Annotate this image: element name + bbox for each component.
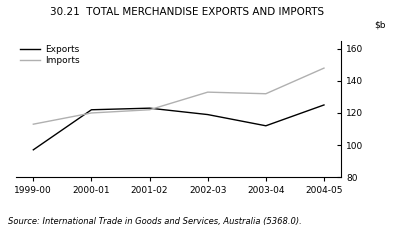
- Text: $b: $b: [374, 21, 386, 30]
- Text: Source: International Trade in Goods and Services, Australia (5368.0).: Source: International Trade in Goods and…: [8, 217, 302, 226]
- Text: 30.21  TOTAL MERCHANDISE EXPORTS AND IMPORTS: 30.21 TOTAL MERCHANDISE EXPORTS AND IMPO…: [50, 7, 324, 17]
- Legend: Exports, Imports: Exports, Imports: [20, 45, 79, 65]
